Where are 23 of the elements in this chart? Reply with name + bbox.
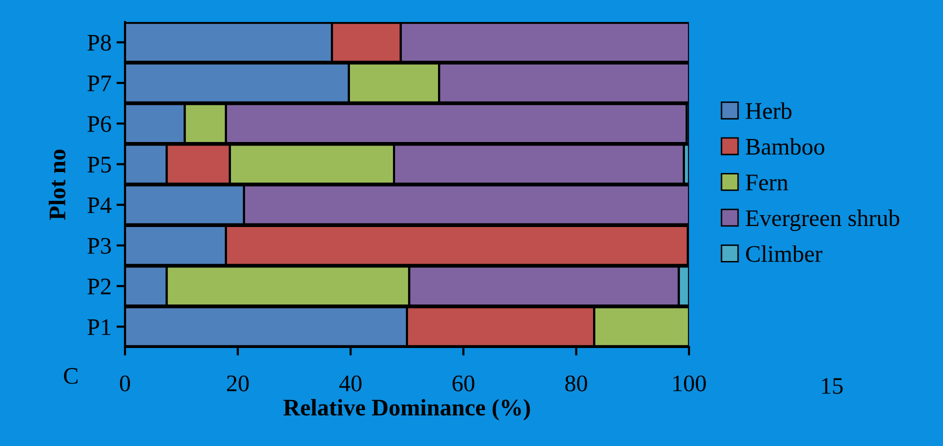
legend-label: Evergreen shrub [746, 210, 900, 232]
x-tick-label: 80 [565, 375, 588, 392]
y-tick-label: P5 [88, 156, 111, 173]
x-axis-title: Relative Dominance (%) [283, 398, 530, 420]
legend-label: Climber [746, 245, 822, 262]
y-tick-label: P6 [88, 116, 112, 132]
y-tick-label: P2 [88, 278, 111, 294]
y-tick-label: P1 [88, 319, 110, 335]
legend-label: Fern [746, 174, 788, 190]
x-tick-label: 40 [339, 375, 362, 392]
x-tick-label: 100 [673, 375, 706, 392]
text: C [64, 368, 78, 384]
y-tick-label: P8 [88, 34, 111, 51]
x-tick-label: 60 [452, 375, 474, 392]
y-tick-label: P7 [88, 76, 112, 92]
legend-label: Bamboo [746, 138, 824, 155]
x-tick-label: 20 [227, 375, 249, 392]
text: 15 [822, 378, 843, 394]
y-tick-label: P4 [88, 197, 112, 214]
x-tick-label: 0 [120, 375, 130, 392]
legend-label: Herb [746, 102, 792, 120]
y-tick-label: P3 [88, 238, 111, 254]
y-axis-title: Plot no [48, 150, 66, 220]
